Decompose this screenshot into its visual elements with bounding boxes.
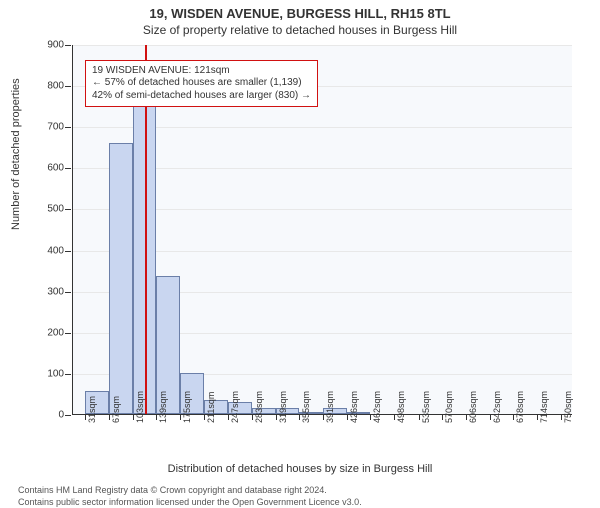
bar (109, 143, 133, 414)
xtick (133, 414, 134, 420)
xtick-label: 570sqm (444, 391, 454, 423)
ytick (65, 209, 71, 210)
x-axis-label: Distribution of detached houses by size … (0, 463, 600, 475)
xtick (347, 414, 348, 420)
gridline (73, 45, 572, 46)
ytick (65, 415, 71, 416)
ytick-label: 200 (34, 327, 64, 338)
footer: Contains HM Land Registry data © Crown c… (18, 485, 600, 508)
xtick (204, 414, 205, 420)
ytick (65, 45, 71, 46)
xtick-label: 67sqm (111, 396, 121, 423)
y-axis-label: Number of detached properties (10, 78, 22, 230)
ytick (65, 292, 71, 293)
annotation-line: ← 57% of detached houses are smaller (1,… (92, 77, 311, 90)
ytick-label: 600 (34, 163, 64, 174)
ytick-label: 400 (34, 245, 64, 256)
annotation-line: 19 WISDEN AVENUE: 121sqm (92, 65, 311, 78)
footer-line2: Contains public sector information licen… (18, 497, 600, 508)
xtick-label: 283sqm (254, 391, 264, 423)
ytick (65, 333, 71, 334)
xtick-label: 498sqm (396, 391, 406, 423)
ytick (65, 168, 71, 169)
chart-area: 19 WISDEN AVENUE: 121sqm← 57% of detache… (72, 45, 572, 415)
footer-line1: Contains HM Land Registry data © Crown c… (18, 485, 600, 497)
xtick-label: 103sqm (135, 391, 145, 423)
ytick-label: 100 (34, 368, 64, 379)
annotation-box: 19 WISDEN AVENUE: 121sqm← 57% of detache… (85, 60, 318, 108)
xtick (490, 414, 491, 420)
xtick-label: 426sqm (349, 391, 359, 423)
xtick-label: 642sqm (492, 391, 502, 423)
xtick-label: 462sqm (372, 391, 382, 423)
xtick (419, 414, 420, 420)
ytick-label: 900 (34, 40, 64, 51)
xtick-label: 211sqm (206, 392, 216, 423)
xtick-label: 31sqm (87, 396, 97, 423)
xtick (252, 414, 253, 420)
ytick-label: 800 (34, 81, 64, 92)
annotation-line: 42% of semi-detached houses are larger (… (92, 90, 311, 103)
xtick-label: 535sqm (421, 391, 431, 423)
ytick-label: 700 (34, 122, 64, 133)
xtick (442, 414, 443, 420)
plot: 19 WISDEN AVENUE: 121sqm← 57% of detache… (72, 45, 572, 415)
xtick-label: 247sqm (230, 391, 240, 423)
ytick (65, 251, 71, 252)
ytick-label: 0 (34, 410, 64, 421)
xtick-label: 139sqm (158, 391, 168, 423)
xtick-label: 750sqm (563, 391, 573, 423)
xtick-label: 355sqm (301, 391, 311, 423)
xtick-label: 678sqm (515, 391, 525, 423)
ytick (65, 86, 71, 87)
ytick (65, 127, 71, 128)
xtick-label: 391sqm (325, 391, 335, 423)
xtick (109, 414, 110, 420)
title-main: 19, WISDEN AVENUE, BURGESS HILL, RH15 8T… (0, 6, 600, 21)
xtick (228, 414, 229, 420)
xtick-label: 175sqm (182, 391, 192, 423)
xtick (85, 414, 86, 420)
ytick-label: 500 (34, 204, 64, 215)
xtick (466, 414, 467, 420)
xtick-label: 714sqm (539, 391, 549, 423)
xtick-label: 606sqm (468, 391, 478, 423)
xtick-label: 319sqm (278, 391, 288, 423)
ytick-label: 300 (34, 286, 64, 297)
xtick (561, 414, 562, 420)
title-sub: Size of property relative to detached ho… (0, 23, 600, 37)
xtick (276, 414, 277, 420)
ytick (65, 374, 71, 375)
